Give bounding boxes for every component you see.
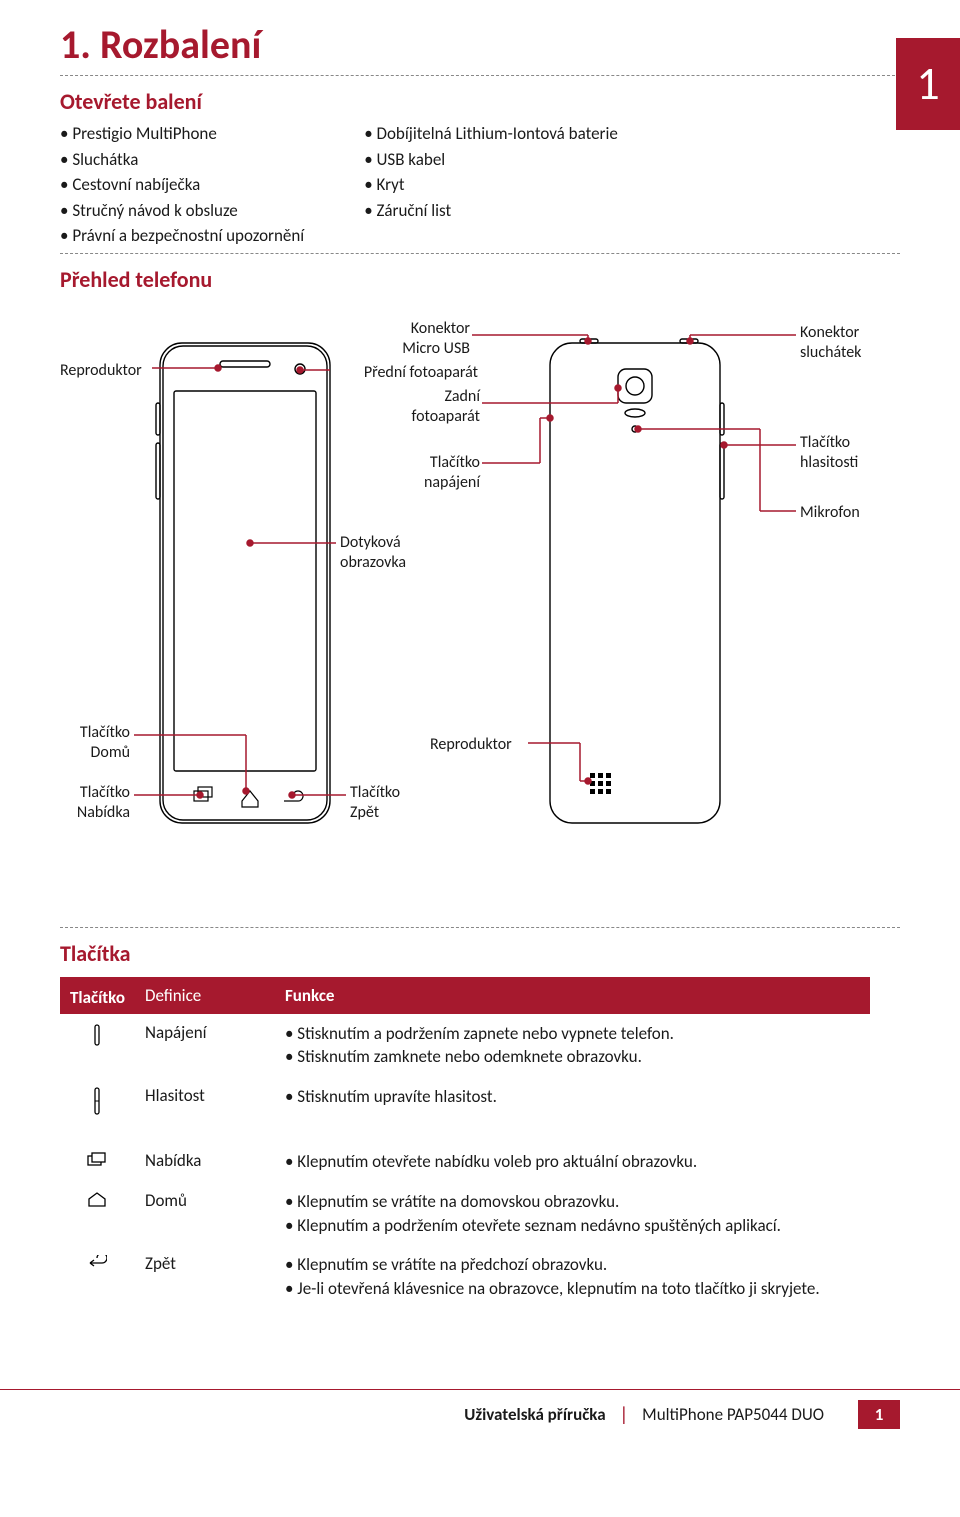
home-icon xyxy=(60,1182,135,1246)
list-item: Klepnutím se vrátíte na předchozí obrazo… xyxy=(285,1253,860,1277)
list-item: Cestovní nabíječka xyxy=(60,172,304,198)
section-open-box: Otevřete balení xyxy=(60,88,900,115)
back-icon xyxy=(60,1245,135,1309)
table-row: Zpět Klepnutím se vrátíte na předchozí o… xyxy=(60,1245,870,1309)
list-item: Stručný návod k obsluze xyxy=(60,198,304,224)
separator xyxy=(60,253,900,254)
list-item: Právní a bezpečnostní upozornění xyxy=(60,223,304,249)
buttons-table: Tlačítko Definice Funkce Napájení Stiskn… xyxy=(60,977,870,1310)
list-item: USB kabel xyxy=(364,147,618,173)
th-definition: Definice xyxy=(135,977,275,1014)
menu-icon xyxy=(60,1142,135,1182)
table-row: Nabídka Klepnutím otevřete nabídku voleb… xyxy=(60,1142,870,1182)
list-item: Prestigio MultiPhone xyxy=(60,121,304,147)
power-icon xyxy=(60,1014,135,1078)
list-item: Stisknutím zamknete nebo odemknete obraz… xyxy=(285,1045,860,1069)
table-row: Hlasitost Stisknutím upravíte hlasitost. xyxy=(60,1077,870,1128)
cell-fn: Stisknutím upravíte hlasitost. xyxy=(275,1077,870,1128)
cell-def: Nabídka xyxy=(135,1142,275,1182)
footer-model: MultiPhone PAP5044 DUO xyxy=(642,1404,824,1425)
table-row: Domů Klepnutím se vrátíte na domovskou o… xyxy=(60,1182,870,1246)
page-title: 1. Rozbalení xyxy=(60,20,900,69)
list-item: Sluchátka xyxy=(60,147,304,173)
box-contents-right: Dobíjitelná Lithium-Iontová baterie USB … xyxy=(364,121,618,249)
list-item: Stisknutím a podržením zapnete nebo vypn… xyxy=(285,1022,860,1046)
chapter-tab: 1 xyxy=(896,38,960,130)
separator xyxy=(60,927,900,928)
diagram-svg xyxy=(60,303,900,923)
table-row: Napájení Stisknutím a podržením zapnete … xyxy=(60,1014,870,1078)
cell-def: Zpět xyxy=(135,1245,275,1309)
list-item: Klepnutím se vrátíte na domovskou obrazo… xyxy=(285,1190,860,1214)
section-overview: Přehled telefonu xyxy=(60,266,900,293)
list-item: Klepnutím otevřete nabídku voleb pro akt… xyxy=(285,1150,860,1174)
footer-sep: │ xyxy=(620,1404,629,1425)
box-contents: Prestigio MultiPhone Sluchátka Cestovní … xyxy=(60,121,900,249)
list-item: Kryt xyxy=(364,172,618,198)
box-contents-left: Prestigio MultiPhone Sluchátka Cestovní … xyxy=(60,121,304,249)
list-item: Dobíjitelná Lithium-Iontová baterie xyxy=(364,121,618,147)
separator xyxy=(60,75,900,76)
section-buttons: Tlačítka xyxy=(60,940,900,967)
list-item: Záruční list xyxy=(364,198,618,224)
list-item: Klepnutím a podržením otevřete seznam ne… xyxy=(285,1214,860,1238)
footer-page-number: 1 xyxy=(858,1400,900,1429)
list-item: Je-li otevřená klávesnice na obrazovce, … xyxy=(285,1277,860,1301)
cell-def: Domů xyxy=(135,1182,275,1246)
cell-fn: Klepnutím otevřete nabídku voleb pro akt… xyxy=(275,1142,870,1182)
cell-fn: Klepnutím se vrátíte na předchozí obrazo… xyxy=(275,1245,870,1309)
cell-def: Napájení xyxy=(135,1014,275,1078)
phone-overview-diagram: Reproduktor Konektor Micro USB Přední fo… xyxy=(60,303,900,923)
cell-def: Hlasitost xyxy=(135,1077,275,1128)
list-item: Stisknutím upravíte hlasitost. xyxy=(285,1085,860,1109)
footer-guide: Uživatelská příručka xyxy=(464,1404,605,1425)
cell-fn: Klepnutím se vrátíte na domovskou obrazo… xyxy=(275,1182,870,1246)
th-function: Funkce xyxy=(275,977,870,1014)
th-button: Tlačítko xyxy=(60,977,135,1014)
volume-icon xyxy=(60,1077,135,1128)
cell-fn: Stisknutím a podržením zapnete nebo vypn… xyxy=(275,1014,870,1078)
page-footer: Uživatelská příručka │ MultiPhone PAP504… xyxy=(0,1389,960,1449)
